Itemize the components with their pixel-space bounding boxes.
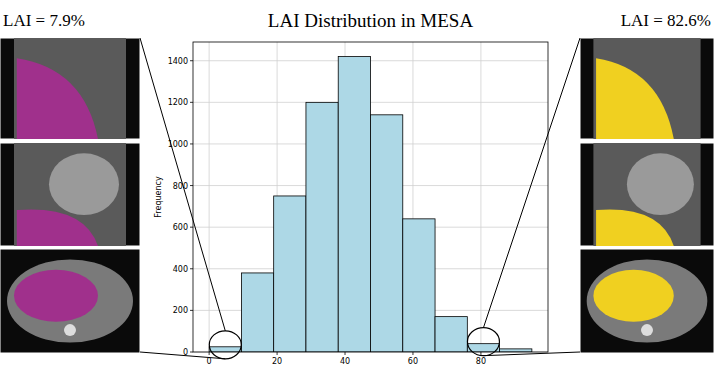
ct-body [593,38,700,139]
ct-liver [593,270,673,322]
tick [277,352,278,355]
tick [209,352,210,355]
bar [338,57,370,352]
bar [306,102,338,352]
axes: 0200400600800100012001400020406080 [168,57,486,366]
y-axis-label: Frequency [154,176,163,218]
bar [435,317,467,352]
ct-image [0,38,140,139]
connector [483,352,580,356]
plot-frame [193,42,548,352]
tick [190,352,193,353]
annotation: LAI = 82.6% [621,11,711,30]
tick-label: 400 [173,265,188,274]
ct-image [0,249,140,353]
tick [412,352,413,355]
tick-label: 80 [476,357,486,366]
ct-liver [17,209,98,246]
tick-label: 800 [173,182,188,191]
grid-line [209,42,210,352]
tick-label: 1400 [168,57,188,66]
ct-body [593,143,700,246]
highlight-circle [209,331,241,359]
tick-label: 600 [173,223,188,232]
ct-heart [627,153,694,215]
ct-heart [49,153,119,215]
connector [140,352,225,359]
ct-body [7,259,133,342]
tick-label: 1200 [168,98,188,107]
ct-body [14,38,126,139]
ct-liver [14,270,98,322]
connector [483,38,580,328]
ct-image [0,143,140,246]
ct-image [580,143,714,246]
chart-root: 0200400600800100012001400020406080Freque… [0,0,714,369]
tick-label: 20 [272,357,282,366]
tick [190,185,193,186]
bar [241,273,273,352]
tick-label: 0 [207,357,212,366]
ct-spine [64,324,76,336]
bars [209,57,532,352]
tick [480,352,481,355]
chart: 0200400600800100012001400020406080Freque… [0,0,714,369]
bar [500,349,532,352]
ct-panels [0,38,140,353]
ct-liver [596,58,674,139]
ct-liver [596,209,674,246]
tick [190,227,193,228]
ct-image [580,249,714,353]
bar [274,196,306,352]
ct-spine [641,324,653,336]
tick [190,143,193,144]
ct-body [587,259,708,342]
ct-image [580,38,714,139]
tick-label: 40 [340,357,350,366]
grid-line [480,42,481,352]
bar [467,344,499,352]
tick-label: 200 [173,306,188,315]
tick-label: 60 [408,357,418,366]
ct-body [14,143,126,246]
tick [190,102,193,103]
ct-panels [580,38,714,353]
tick [345,352,346,355]
bar [403,219,435,352]
bar [371,115,403,352]
title: LAI Distribution in MESA [268,10,474,31]
ct-liver [17,58,98,139]
tick [190,268,193,269]
highlight-circle [467,328,499,356]
tick [190,310,193,311]
grid [193,42,548,352]
bar [209,347,241,352]
connector [140,38,225,331]
tick [190,60,193,61]
annotation: LAI = 7.9% [3,11,85,30]
